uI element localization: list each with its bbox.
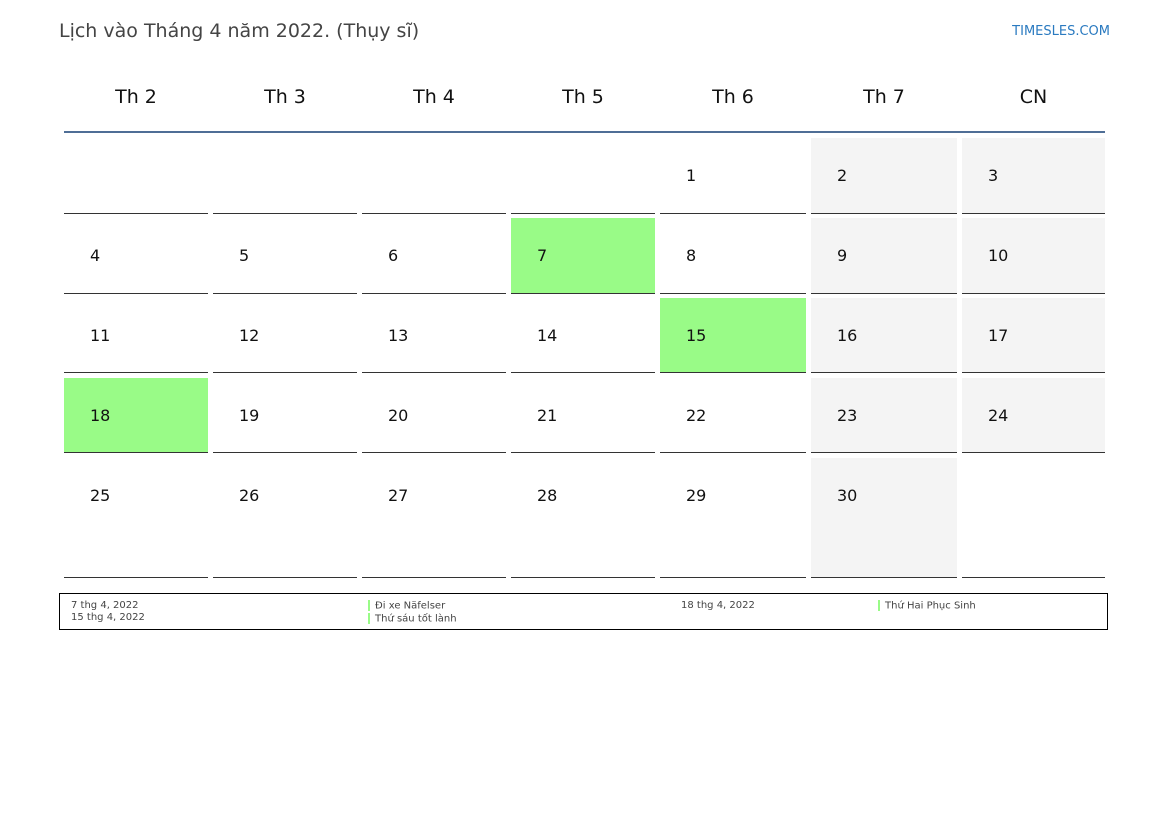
day-cell[interactable]: 26 <box>213 458 357 578</box>
day-cell[interactable]: 3 <box>962 138 1105 214</box>
day-cell[interactable]: 27 <box>362 458 506 578</box>
holiday-color-marker <box>878 600 880 611</box>
empty-cell <box>362 138 506 214</box>
day-number: 26 <box>239 486 260 505</box>
weekday-header: Th 4 <box>413 86 455 108</box>
day-number: 22 <box>686 406 707 425</box>
holiday-legend: 7 thg 4, 2022 15 thg 4, 2022 Đi xe Näfel… <box>59 593 1108 630</box>
day-number: 13 <box>388 326 409 345</box>
day-number: 4 <box>90 246 101 265</box>
legend-date: 15 thg 4, 2022 <box>71 612 145 623</box>
day-cell[interactable]: 23 <box>811 378 957 453</box>
weekday-header: Th 2 <box>115 86 157 108</box>
day-cell[interactable]: 9 <box>811 218 957 294</box>
day-cell[interactable]: 15 <box>660 298 806 373</box>
day-cell[interactable]: 17 <box>962 298 1105 373</box>
day-cell[interactable]: 18 <box>64 378 208 453</box>
day-number: 25 <box>90 486 111 505</box>
empty-cell <box>962 458 1105 578</box>
day-cell[interactable]: 16 <box>811 298 957 373</box>
day-number: 7 <box>537 246 548 265</box>
day-number: 29 <box>686 486 707 505</box>
legend-holiday-name: Thứ sáu tốt lành <box>375 613 457 624</box>
legend-date: 18 thg 4, 2022 <box>681 600 755 611</box>
day-number: 30 <box>837 486 858 505</box>
day-number: 8 <box>686 246 697 265</box>
day-cell[interactable]: 2 <box>811 138 957 214</box>
legend-holiday-name: Đi xe Näfelser <box>375 600 446 612</box>
day-number: 2 <box>837 166 848 185</box>
site-link[interactable]: TIMESLES.COM <box>1012 24 1110 39</box>
header-divider <box>64 131 1105 133</box>
holiday-color-marker <box>368 612 370 624</box>
empty-cell <box>511 138 655 214</box>
holiday-color-marker <box>368 600 370 611</box>
day-number: 15 <box>686 326 707 345</box>
day-number: 3 <box>988 166 999 185</box>
day-cell[interactable]: 20 <box>362 378 506 453</box>
day-cell[interactable]: 25 <box>64 458 208 578</box>
weekday-header: Th 6 <box>712 86 754 108</box>
day-number: 11 <box>90 326 111 345</box>
day-cell[interactable]: 7 <box>511 218 655 294</box>
day-cell[interactable]: 21 <box>511 378 655 453</box>
day-cell[interactable]: 19 <box>213 378 357 453</box>
day-cell[interactable]: 13 <box>362 298 506 373</box>
day-number: 17 <box>988 326 1009 345</box>
day-number: 20 <box>388 406 409 425</box>
day-number: 21 <box>537 406 558 425</box>
day-cell[interactable]: 28 <box>511 458 655 578</box>
day-cell[interactable]: 6 <box>362 218 506 294</box>
day-cell[interactable]: 30 <box>811 458 957 578</box>
weekday-header: CN <box>1019 86 1048 108</box>
legend-date: 7 thg 4, 2022 <box>71 600 139 611</box>
legend-holiday-name: Thứ Hai Phục Sinh <box>885 600 976 612</box>
day-number: 5 <box>239 246 250 265</box>
day-number: 19 <box>239 406 260 425</box>
day-cell[interactable]: 1 <box>660 138 806 214</box>
empty-cell <box>64 138 208 214</box>
day-cell[interactable]: 4 <box>64 218 208 294</box>
day-cell[interactable]: 29 <box>660 458 806 578</box>
day-cell[interactable]: 10 <box>962 218 1105 294</box>
day-cell[interactable]: 8 <box>660 218 806 294</box>
day-number: 1 <box>686 166 697 185</box>
weekday-header: Th 7 <box>863 86 905 108</box>
day-cell[interactable]: 11 <box>64 298 208 373</box>
day-cell[interactable]: 24 <box>962 378 1105 453</box>
day-number: 12 <box>239 326 260 345</box>
day-number: 24 <box>988 406 1009 425</box>
day-cell[interactable]: 5 <box>213 218 357 294</box>
day-cell[interactable]: 12 <box>213 298 357 373</box>
day-cell[interactable]: 14 <box>511 298 655 373</box>
day-number: 9 <box>837 246 848 265</box>
day-number: 14 <box>537 326 558 345</box>
day-number: 16 <box>837 326 858 345</box>
day-number: 6 <box>388 246 399 265</box>
day-number: 28 <box>537 486 558 505</box>
empty-cell <box>213 138 357 214</box>
day-number: 18 <box>90 406 111 425</box>
day-number: 10 <box>988 246 1009 265</box>
page-title: Lịch vào Tháng 4 năm 2022. (Thụy sĩ) <box>59 20 420 42</box>
weekday-header: Th 3 <box>264 86 306 108</box>
day-number: 23 <box>837 406 858 425</box>
day-cell[interactable]: 22 <box>660 378 806 453</box>
weekday-header: Th 5 <box>562 86 604 108</box>
day-number: 27 <box>388 486 409 505</box>
